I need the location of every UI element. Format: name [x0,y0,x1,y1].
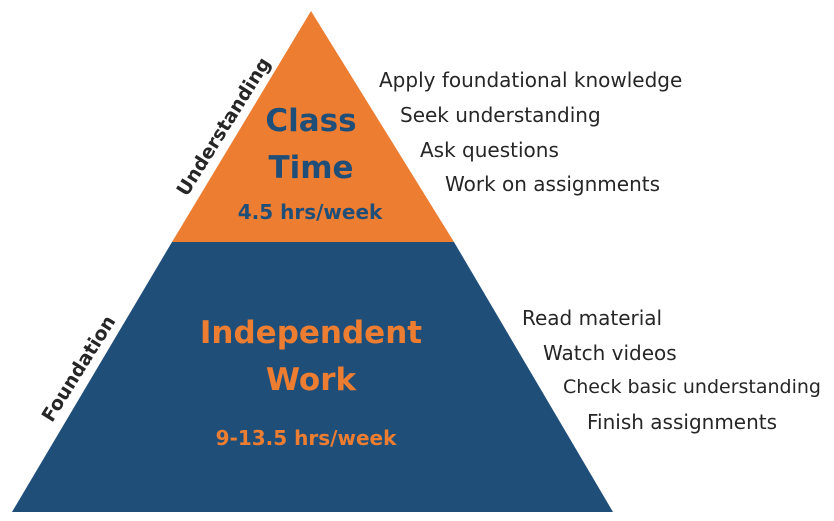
bottom-tier-hours: 9-13.5 hrs/week [216,426,397,450]
top-activity-item: Seek understanding [400,103,601,127]
top-tier-hours-unit: hrs/week [280,200,383,224]
top-tier-shape [172,11,454,242]
bottom-tier-title-line2: Work [266,362,358,398]
bottom-activity-item: Watch videos [543,341,677,365]
bottom-tier-hours-value: 9-13.5 [216,426,288,450]
top-activity-item: Work on assignments [445,172,661,196]
bottom-tier-title-line1: Independent [200,315,422,351]
top-tier-hours: 4.5 hrs/week [238,200,383,224]
top-activity-item: Apply foundational knowledge [379,68,683,92]
bottom-activity-item: Check basic understanding [563,376,821,398]
top-tier-title-line1: Class [265,103,356,139]
top-activity-item: Ask questions [420,138,559,162]
top-tier-title-line2: Time [268,150,353,186]
bottom-activity-item: Read material [522,306,663,330]
bottom-tier-shape [12,242,613,512]
top-tier-hours-value: 4.5 [238,200,273,224]
bottom-tier-hours-unit: hrs/week [294,426,397,450]
bottom-activity-item: Finish assignments [587,410,778,434]
